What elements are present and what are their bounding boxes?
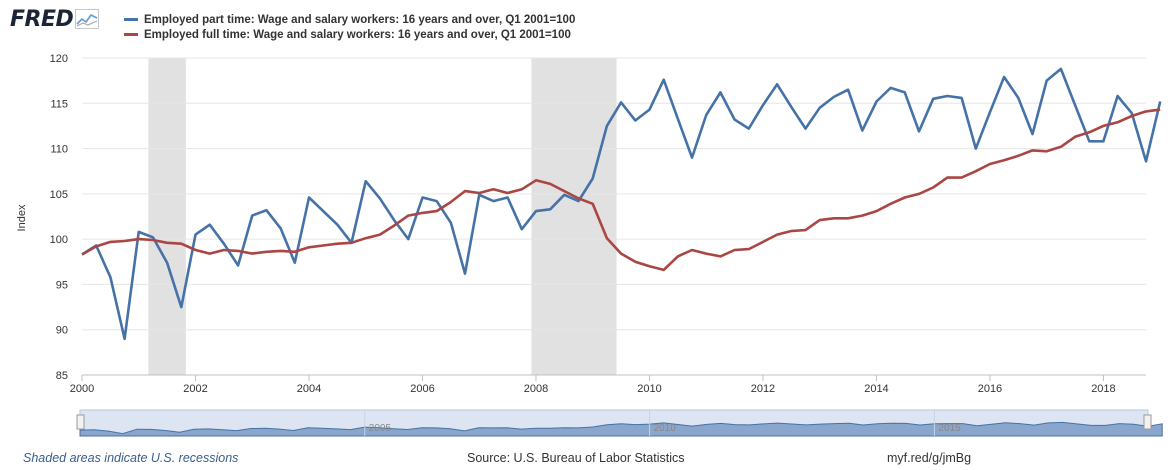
y-tick-label-110: 110 [50,144,68,156]
legend-label-full-time: Employed full time: Wage and salary work… [144,28,571,41]
fred-logo-text: FRED [10,6,74,32]
series-line-0 [81,67,1162,341]
y-tick-label-95: 95 [56,279,68,291]
navigator-series-area [79,421,1163,437]
navigator-labels: 2005 2010 2015 [364,410,961,436]
legend-label-part-time: Employed part time: Wage and salary work… [144,13,576,26]
fred-logo[interactable]: FRED [10,6,100,32]
source-note: Source: U.S. Bureau of Labor Statistics [467,451,685,465]
x-tick-label-2010: 2010 [637,383,661,395]
x-tick-label-2000: 2000 [70,383,94,395]
x-tick-label-2008: 2008 [524,383,548,395]
y-axis-ticks: 85 90 95 100 105 110 115 120 [50,53,68,382]
recession-band-1 [531,58,617,375]
navigator-label-1: 2010 [654,423,677,434]
recession-note-link[interactable]: Shaded areas indicate U.S. recessions [23,451,239,465]
y-tick-label-100: 100 [50,234,68,246]
y-tick-label-90: 90 [56,325,68,337]
series-line-1 [81,108,1161,272]
y-axis-label: Index [16,204,28,231]
y-tick-label-120: 120 [50,53,68,65]
short-url[interactable]: myf.red/g/jmBg [887,451,972,465]
x-tick-label-2014: 2014 [864,383,888,395]
x-tick-label-2018: 2018 [1091,383,1115,395]
recession-band-0 [148,58,186,375]
y-tick-label-85: 85 [56,370,68,382]
navigator-right-handle[interactable] [1143,414,1152,430]
series-lines [81,67,1162,341]
fred-chart-icon [75,9,100,29]
recession-shading [148,58,617,375]
legend-item-part-time: Employed part time: Wage and salary work… [124,12,575,27]
chart-legend: Employed part time: Wage and salary work… [124,12,575,42]
y-tick-label-105: 105 [50,189,68,201]
x-axis-ticks: 2000 2002 2004 2006 2008 2010 2012 2014 2016 2018 [70,375,1116,395]
legend-swatch-full-time [124,33,138,36]
x-tick-label-2012: 2012 [751,383,775,395]
navigator-area [79,421,1163,437]
grid-lines [82,57,1146,376]
navigator-label-0: 2005 [369,423,392,434]
x-tick-label-2002: 2002 [183,383,207,395]
x-tick-label-2006: 2006 [410,383,434,395]
x-tick-label-2016: 2016 [978,383,1002,395]
y-tick-label-115: 115 [50,98,68,110]
navigator[interactable]: 2005 2010 2015 [76,409,1163,437]
navigator-left-handle[interactable] [76,414,85,430]
legend-swatch-part-time [124,18,138,21]
x-tick-label-2004: 2004 [297,383,321,395]
legend-item-full-time: Employed full time: Wage and salary work… [124,27,575,42]
navigator-label-2: 2015 [938,423,961,434]
